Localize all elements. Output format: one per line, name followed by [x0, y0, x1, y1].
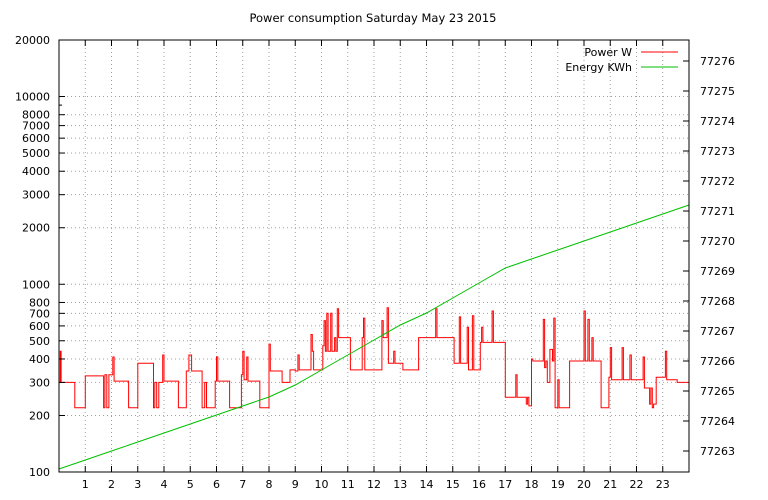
y2-tick-label: 77266 — [700, 355, 735, 368]
series-line-energy — [58, 204, 690, 470]
y-tick-label: 10000 — [15, 91, 50, 104]
y2-tick-label: 77273 — [700, 145, 735, 158]
chart-title: Power consumption Saturday May 23 2015 — [249, 11, 496, 25]
y-tick-label: 2000 — [22, 222, 50, 235]
y2-tick-label: 77272 — [700, 175, 735, 188]
y-tick-label: 500 — [29, 335, 50, 348]
x-tick-label: 13 — [393, 478, 407, 491]
series-line-power — [59, 307, 689, 409]
y2-tick-label: 77270 — [700, 235, 735, 248]
y2-tick-label: 77271 — [700, 205, 735, 218]
y-tick-label: 3000 — [22, 189, 50, 202]
y2-tick-label: 77264 — [700, 415, 735, 428]
y2-tick-label: 77275 — [700, 85, 735, 98]
x-tick-label: 23 — [656, 478, 670, 491]
x-tick-label: 14 — [420, 478, 434, 491]
x-tick-label: 6 — [213, 478, 220, 491]
y-tick-label: 100 — [29, 466, 50, 479]
y2-tick-label: 77267 — [700, 325, 735, 338]
x-tick-label: 22 — [630, 478, 644, 491]
axis-ticks: 1 2 3 4 5 6 7 8 9 10 11 12 13 14 15 16 17 18 19 20 21 22 23100… — [15, 34, 735, 491]
x-tick-label: 9 — [292, 478, 299, 491]
x-tick-label: 21 — [603, 478, 617, 491]
x-tick-label: 16 — [472, 478, 486, 491]
x-tick-label: 10 — [315, 478, 329, 491]
x-tick-label: 11 — [341, 478, 355, 491]
x-tick-label: 8 — [266, 478, 273, 491]
y-tick-label: 400 — [29, 353, 50, 366]
x-tick-label: 18 — [525, 478, 539, 491]
y-tick-label: 200 — [29, 409, 50, 422]
x-tick-label: 4 — [161, 478, 168, 491]
x-tick-label: 7 — [239, 478, 246, 491]
x-tick-label: 19 — [551, 478, 565, 491]
x-tick-label: 2 — [108, 478, 115, 491]
y-tick-label: 8000 — [22, 109, 50, 122]
y-tick-label: 700 — [29, 307, 50, 320]
y-tick-label: 600 — [29, 320, 50, 333]
y-tick-label: 800 — [29, 296, 50, 309]
y2-tick-label: 77265 — [700, 385, 735, 398]
y-tick-label: 1000 — [22, 278, 50, 291]
x-tick-label: 5 — [187, 478, 194, 491]
x-tick-label: 20 — [577, 478, 591, 491]
y2-tick-label: 77274 — [700, 115, 735, 128]
x-tick-label: 1 — [82, 478, 89, 491]
y-tick-label: 6000 — [22, 132, 50, 145]
y-tick-label: 7000 — [22, 120, 50, 133]
y-tick-label: 5000 — [22, 147, 50, 160]
x-tick-label: 17 — [498, 478, 512, 491]
legend-label: Energy KWh — [565, 61, 632, 74]
y-tick-label: 300 — [29, 376, 50, 389]
x-tick-label: 15 — [446, 478, 460, 491]
x-tick-label: 12 — [367, 478, 381, 491]
x-tick-label: 3 — [134, 478, 141, 491]
y2-tick-label: 77263 — [700, 445, 735, 458]
y2-tick-label: 77269 — [700, 265, 735, 278]
y-tick-label: 4000 — [22, 165, 50, 178]
legend: Power W Energy KWh — [565, 46, 678, 74]
legend-label: Power W — [584, 46, 632, 59]
y-tick-label: 20000 — [15, 34, 50, 47]
series-layer — [58, 204, 690, 470]
y2-tick-label: 77276 — [700, 55, 735, 68]
y2-tick-label: 77268 — [700, 295, 735, 308]
